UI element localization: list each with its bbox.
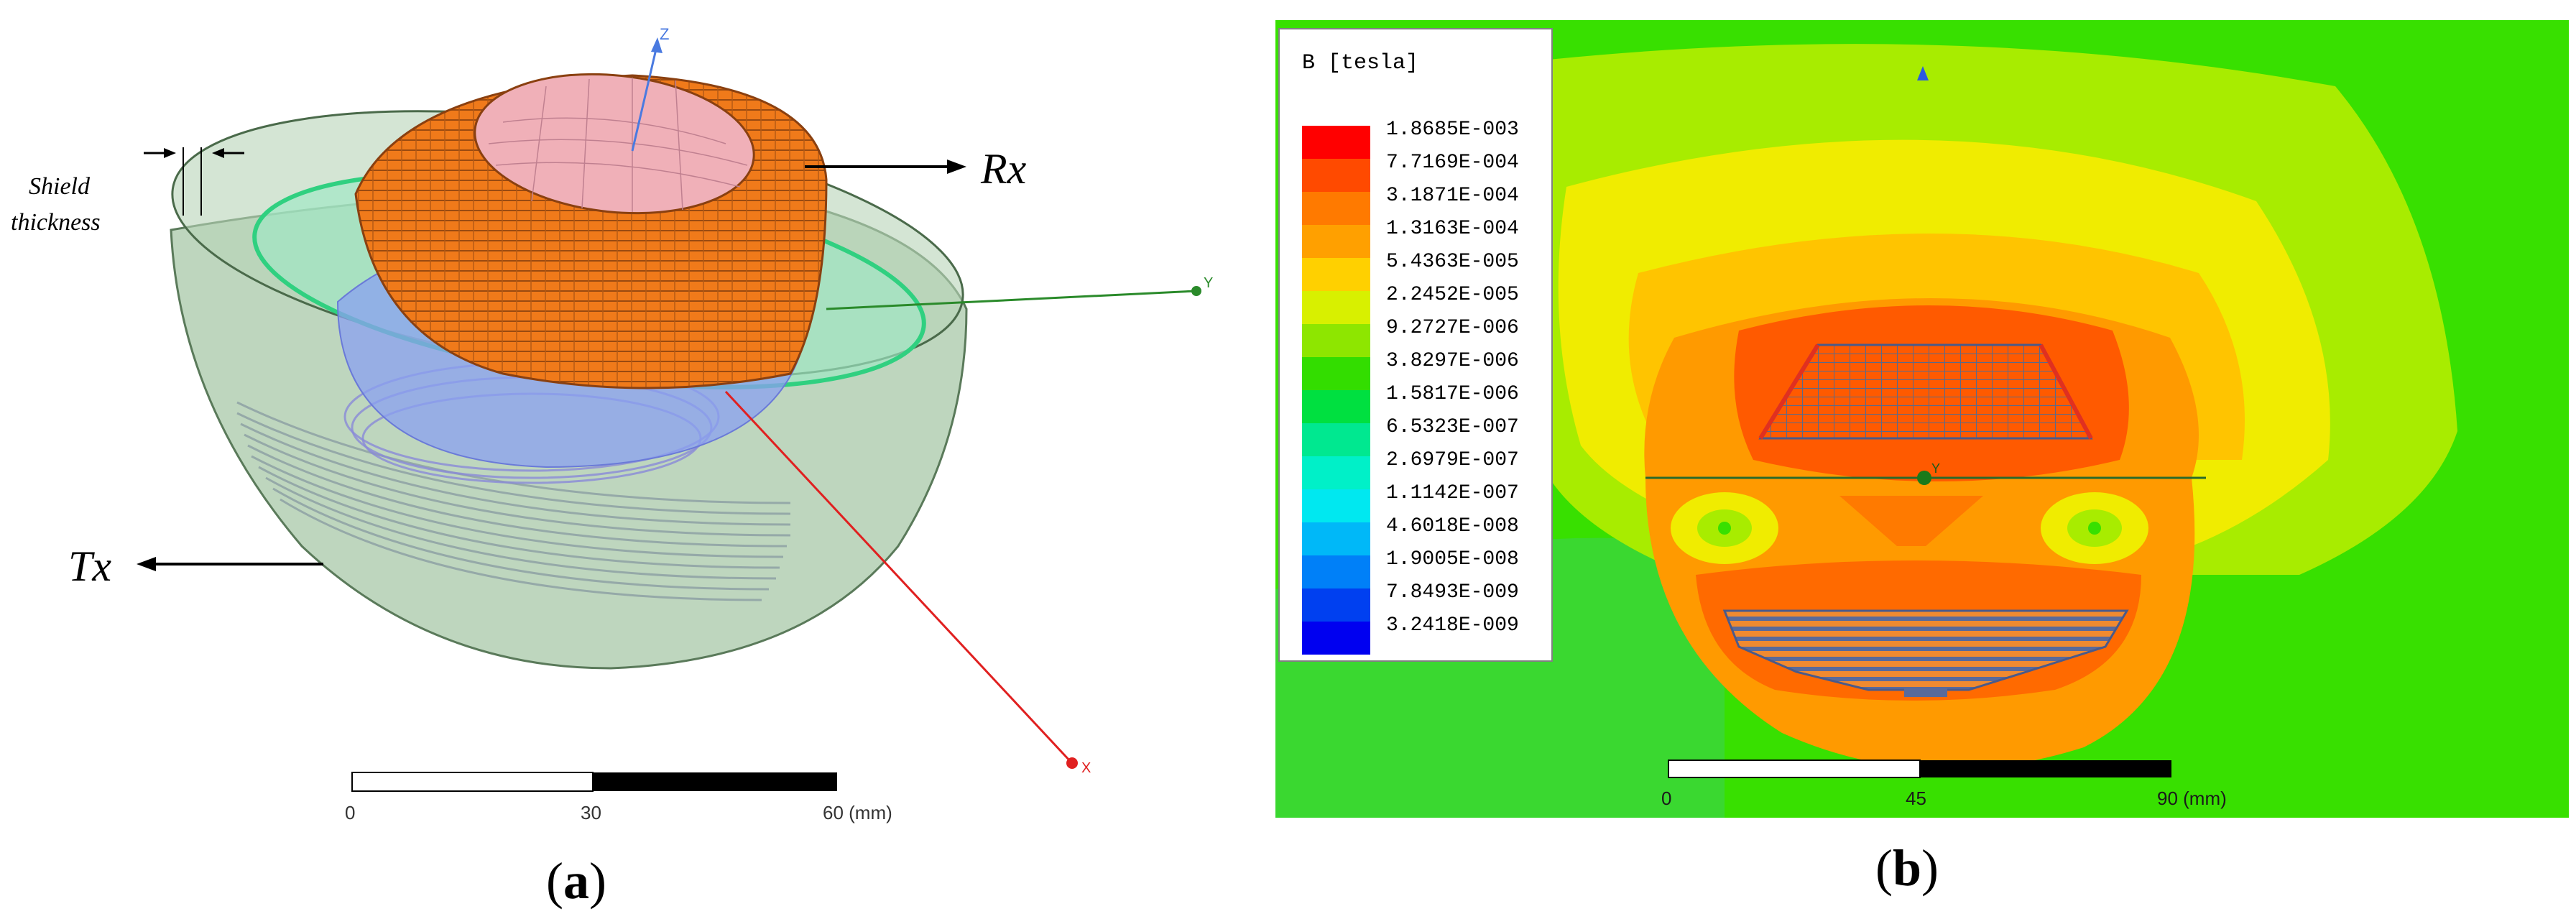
legend-swatch-7 [1302,357,1370,390]
legend-swatch-5 [1302,291,1370,324]
shield-arrow-right-head [212,148,224,158]
legend-swatch-3 [1302,225,1370,258]
legend-value-5: 2.2452E-005 [1386,284,1519,306]
panel-b: Y 0 45 90 (mm) B [tesla] 1.8685E-003 7.71… [1275,20,2569,897]
y-axis-label-b: Y [1931,461,1940,476]
rx-coil-edge-right [2039,343,2093,440]
tx-label: Tx [68,543,111,590]
scale-bar-b-black [1920,760,2171,777]
legend-swatch-8 [1302,390,1370,423]
legend-value-13: 1.9005E-008 [1386,548,1519,571]
legend-value-2: 3.1871E-004 [1386,185,1519,207]
scale-bar-black [593,772,837,791]
legend-value-9: 6.5323E-007 [1386,416,1519,438]
scale-b-tick-0: 0 [1661,788,1671,809]
scale-tick-30: 30 [581,802,601,823]
legend-entries: 1.8685E-003 7.7169E-004 3.1871E-004 1.3163E… [1302,119,1519,655]
legend-value-7: 3.8297E-006 [1386,350,1519,372]
y-axis [826,290,1197,310]
z-axis-marker [1917,66,1929,80]
scale-tick-60: 60 (mm) [823,802,892,823]
field-lobe-left-core [1718,522,1731,535]
legend-value-12: 4.6018E-008 [1386,515,1519,537]
tx-coil-cross-section [1722,609,2129,691]
legend-swatch-12 [1302,522,1370,555]
z-axis [631,42,659,152]
rx-coil-edge-left [1758,343,1820,440]
scale-bar-white [351,772,594,792]
legend-swatch-1 [1302,159,1370,192]
legend-title: B [tesla] [1302,51,1418,75]
z-axis-arrow [651,37,663,53]
legend-value-0: 1.8685E-003 [1386,119,1519,141]
rx-arrow-head [947,160,966,174]
origin-marker [1917,471,1931,485]
panel-a-label: (a) [546,852,606,910]
legend-swatch-0 [1302,126,1370,159]
legend-value-14: 7.8493E-009 [1386,581,1519,604]
shield-label-line2: thickness [11,209,101,236]
x-axis-label: X [1081,760,1091,776]
shield-arrow-left-head [164,148,176,158]
legend-value-11: 1.1142E-007 [1386,482,1519,504]
rx-coil-opening [474,73,755,215]
scale-b-tick-45: 45 [1906,788,1926,809]
tx-coil [236,401,791,601]
y-axis-end [1191,286,1201,296]
rx-label: Rx [980,145,1027,193]
legend-value-6: 9.2727E-006 [1386,317,1519,339]
legend-swatch-11 [1302,489,1370,522]
legend-value-1: 7.7169E-004 [1386,152,1519,174]
tx-coil-base [1904,688,1947,697]
legend-swatch-13 [1302,555,1370,588]
legend-value-3: 1.3163E-004 [1386,218,1519,240]
legend-swatch-15 [1302,622,1370,655]
y-axis-label: Y [1204,275,1213,291]
z-axis-label: Z [660,25,669,43]
legend-swatch-9 [1302,423,1370,456]
panel-a: Z Y X Rx Tx Shield thickness 0 30 60 (mm… [11,25,1213,910]
legend-value-15: 3.2418E-009 [1386,614,1519,637]
legend-value-10: 2.6979E-007 [1386,449,1519,471]
legend-swatch-2 [1302,192,1370,225]
field-zone-center [1839,496,1983,546]
legend-value-4: 5.4363E-005 [1386,251,1519,273]
legend-swatch-14 [1302,588,1370,622]
panel-b-label: (b) [1875,839,1939,897]
x-axis-end [1066,757,1078,769]
legend-swatch-10 [1302,456,1370,489]
tx-arrow-head [137,557,156,571]
field-lobe-right-core [2088,522,2101,535]
x-axis [724,390,1072,763]
scale-b-tick-90: 90 (mm) [2157,788,2227,809]
scale-bar-b-white [1668,760,1921,778]
opening-grid [488,78,748,212]
shield-label-line1: Shield [29,173,91,200]
legend-value-8: 1.5817E-006 [1386,383,1519,405]
scale-tick-0: 0 [345,802,355,823]
legend-swatch-4 [1302,258,1370,291]
legend-swatch-6 [1302,324,1370,357]
